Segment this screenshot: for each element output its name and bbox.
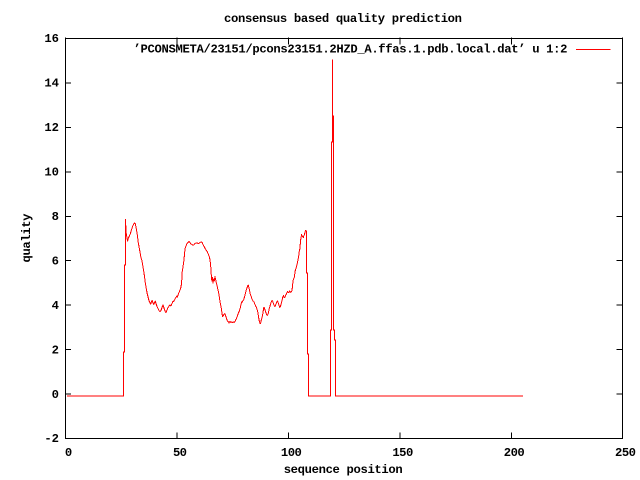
svg-text:-2: -2: [44, 432, 59, 446]
svg-text:6: 6: [52, 254, 59, 268]
svg-text:50: 50: [173, 446, 187, 460]
svg-text:100: 100: [281, 446, 302, 460]
svg-text:2: 2: [52, 343, 59, 357]
svg-text:0: 0: [65, 446, 72, 460]
svg-text:12: 12: [44, 121, 59, 135]
svg-text:sequence position: sequence position: [284, 463, 403, 477]
svg-text:0: 0: [52, 388, 59, 402]
svg-text:150: 150: [392, 446, 413, 460]
svg-text:250: 250: [615, 446, 636, 460]
svg-text:quality: quality: [20, 213, 34, 263]
svg-text:consensus based quality predic: consensus based quality prediction: [224, 12, 462, 26]
svg-text:200: 200: [504, 446, 525, 460]
svg-text:14: 14: [44, 77, 59, 91]
svg-text:10: 10: [44, 166, 59, 180]
svg-text:8: 8: [52, 210, 59, 224]
svg-text:’PCONSMETA/23151/pcons23151.2H: ’PCONSMETA/23151/pcons23151.2HZD_A.ffas.…: [134, 43, 568, 57]
svg-text:4: 4: [52, 299, 59, 313]
svg-text:16: 16: [44, 32, 59, 46]
